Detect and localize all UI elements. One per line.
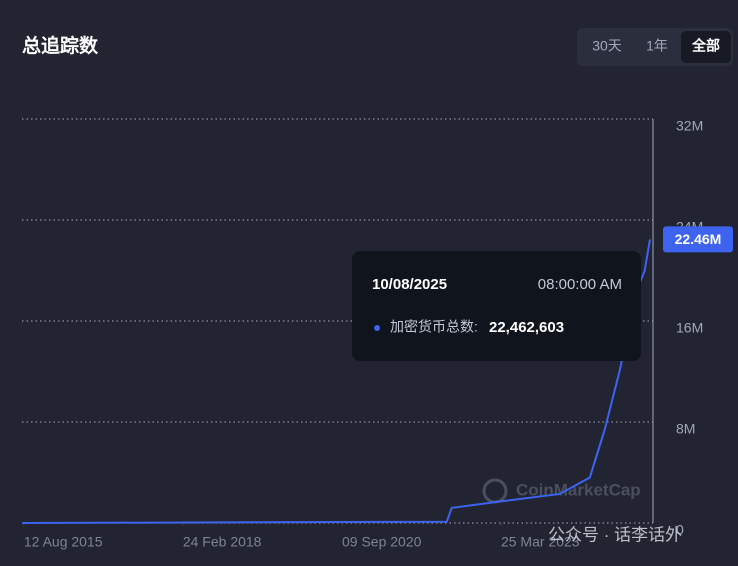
range-button-label[interactable]: 1年 [646, 38, 668, 54]
y-tick-label: 8M [676, 421, 695, 437]
range-button-label[interactable]: 30天 [592, 38, 622, 54]
tooltip-value: 22,462,603 [489, 319, 564, 336]
tooltip-time: 08:00:00 AM [538, 276, 622, 293]
watermark: 公众号 · 话李话外 [548, 525, 682, 544]
value-badge [663, 226, 733, 253]
x-tick-label: 25 Mar 2023 [501, 534, 580, 550]
range-button-label[interactable]: 全部 [691, 38, 720, 54]
y-tick-label: 32M [676, 118, 703, 134]
chart-title: 总追踪数 [22, 34, 99, 57]
tooltip [352, 251, 641, 361]
tooltip-dot [374, 325, 380, 331]
tooltip-label: 加密货币总数: [390, 319, 478, 335]
x-tick-label: 09 Sep 2020 [342, 534, 422, 550]
tooltip-date: 10/08/2025 [372, 276, 447, 293]
x-tick-label: 24 Feb 2018 [183, 534, 262, 550]
x-tick-label: 12 Aug 2015 [24, 534, 103, 550]
range-button[interactable] [681, 31, 731, 63]
value-label: 22.46M [675, 231, 722, 247]
y-tick-label: 0 [676, 522, 684, 538]
y-tick-label: 16M [676, 320, 703, 336]
